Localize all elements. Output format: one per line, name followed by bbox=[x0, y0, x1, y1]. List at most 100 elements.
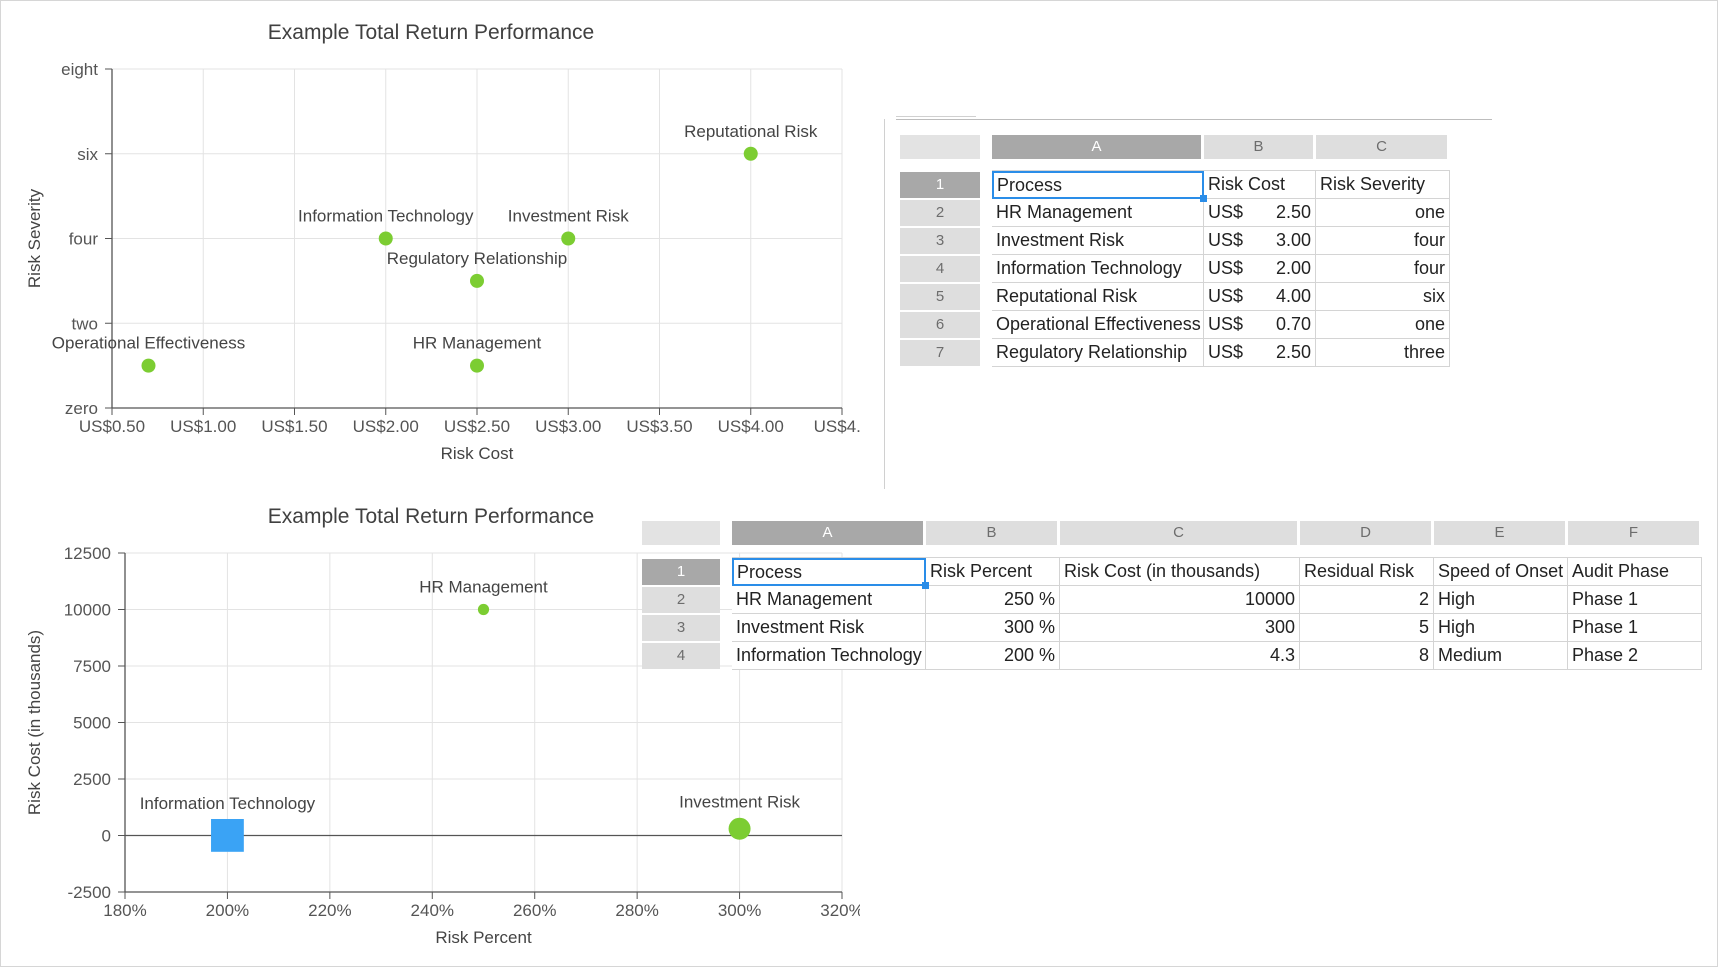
table-cell[interactable]: Speed of Onset bbox=[1434, 558, 1568, 586]
row-header[interactable]: 1 bbox=[900, 172, 980, 198]
x-tick-label: US$3.50 bbox=[626, 417, 692, 436]
table-cell[interactable]: 300 bbox=[1060, 614, 1300, 642]
table-cell-currency[interactable]: US$ 0.70 bbox=[1204, 311, 1316, 339]
x-axis-title: Risk Cost bbox=[441, 444, 514, 463]
table-cell-currency[interactable]: US$ 3.00 bbox=[1204, 227, 1316, 255]
table-cell[interactable]: Operational Effectiveness bbox=[992, 311, 1204, 339]
data-point-label: Information Technology bbox=[298, 207, 474, 226]
table-cell[interactable]: Audit Phase bbox=[1568, 558, 1702, 586]
table-cell[interactable]: Regulatory Relationship bbox=[992, 339, 1204, 367]
table-cell[interactable]: High bbox=[1434, 586, 1568, 614]
table-cell[interactable]: Investment Risk bbox=[992, 227, 1204, 255]
table-cell-currency[interactable]: US$ 4.00 bbox=[1204, 283, 1316, 311]
column-header[interactable]: C bbox=[1316, 135, 1447, 159]
table-cell[interactable]: Risk Cost bbox=[1204, 171, 1316, 199]
x-tick-label: US$0.50 bbox=[79, 417, 145, 436]
fill-handle[interactable] bbox=[1200, 195, 1207, 202]
y-tick-label: 12500 bbox=[64, 544, 111, 563]
column-header[interactable]: A bbox=[992, 135, 1201, 159]
table-cell[interactable]: Phase 2 bbox=[1568, 642, 1702, 670]
table-cell[interactable]: six bbox=[1316, 283, 1450, 311]
table-cell[interactable]: one bbox=[1316, 311, 1450, 339]
table-cell[interactable]: HR Management bbox=[992, 199, 1204, 227]
table-cell[interactable]: 5 bbox=[1300, 614, 1434, 642]
data-point-marker bbox=[477, 603, 490, 616]
data-point-marker bbox=[470, 273, 484, 288]
table-cell[interactable]: Residual Risk bbox=[1300, 558, 1434, 586]
table-cell-currency[interactable]: US$ 2.50 bbox=[1204, 199, 1316, 227]
table-cell[interactable]: one bbox=[1316, 199, 1450, 227]
table-cell[interactable]: 200 % bbox=[926, 642, 1060, 670]
row-header[interactable]: 2 bbox=[642, 587, 720, 613]
column-header[interactable]: B bbox=[926, 521, 1057, 545]
data-point-label: HR Management bbox=[419, 578, 548, 597]
currency-amount: 2.50 bbox=[1275, 202, 1311, 222]
y-tick-label: 5000 bbox=[73, 714, 111, 733]
table-cell[interactable]: HR Management bbox=[732, 586, 926, 614]
row-header[interactable]: 4 bbox=[900, 256, 980, 282]
row-header[interactable]: 4 bbox=[642, 643, 720, 669]
y-tick-label: six bbox=[77, 145, 98, 164]
table-cell[interactable]: 300 % bbox=[926, 614, 1060, 642]
column-header[interactable]: C bbox=[1060, 521, 1297, 545]
x-tick-label: US$1.00 bbox=[170, 417, 236, 436]
currency-amount: 2.50 bbox=[1275, 342, 1311, 362]
chart-risk-severity-vs-cost: Example Total Return Performance zero two f… bbox=[25, 21, 860, 463]
y-axis-title: Risk Severity bbox=[25, 188, 44, 288]
column-header[interactable]: A bbox=[732, 521, 923, 545]
table-cell[interactable]: 10000 bbox=[1060, 586, 1300, 614]
table-cell[interactable]: Phase 1 bbox=[1568, 586, 1702, 614]
table-cell[interactable]: Risk Cost (in thousands) bbox=[1060, 558, 1300, 586]
table-cell[interactable]: Investment Risk bbox=[732, 614, 926, 642]
table-cell[interactable]: Reputational Risk bbox=[992, 283, 1204, 311]
row-header[interactable]: 6 bbox=[900, 312, 980, 338]
data-point-label: Reputational Risk bbox=[684, 122, 818, 141]
data-point-label: Investment Risk bbox=[508, 207, 629, 226]
x-tick-label: 300% bbox=[718, 901, 761, 920]
data-point-label: Operational Effectiveness bbox=[52, 334, 245, 353]
table-cell[interactable]: Information Technology bbox=[992, 255, 1204, 283]
table-cell[interactable]: four bbox=[1316, 227, 1450, 255]
table-cell[interactable]: 4.3 bbox=[1060, 642, 1300, 670]
sheet-corner[interactable] bbox=[642, 521, 720, 545]
table-cell[interactable]: Process bbox=[732, 558, 926, 586]
table-cell[interactable]: Phase 1 bbox=[1568, 614, 1702, 642]
column-header[interactable]: D bbox=[1300, 521, 1431, 545]
table-cell[interactable]: Risk Severity bbox=[1316, 171, 1450, 199]
x-tick-label: 200% bbox=[206, 901, 249, 920]
table-cell[interactable]: three bbox=[1316, 339, 1450, 367]
x-tick-label: 180% bbox=[103, 901, 146, 920]
row-header[interactable]: 5 bbox=[900, 284, 980, 310]
fill-handle[interactable] bbox=[922, 582, 929, 589]
grid-border bbox=[732, 557, 1702, 558]
y-tick-label: -2500 bbox=[68, 883, 111, 902]
table-cell[interactable]: 250 % bbox=[926, 586, 1060, 614]
table-cell[interactable]: Information Technology bbox=[732, 642, 926, 670]
row-header[interactable]: 3 bbox=[900, 228, 980, 254]
table-cell[interactable]: High bbox=[1434, 614, 1568, 642]
sheet-corner[interactable] bbox=[900, 135, 980, 159]
x-tick-label: 240% bbox=[411, 901, 454, 920]
currency-symbol: US$ bbox=[1208, 230, 1244, 250]
table-cell[interactable]: 2 bbox=[1300, 586, 1434, 614]
table-cell[interactable]: Risk Percent bbox=[926, 558, 1060, 586]
data-point-label: Investment Risk bbox=[679, 793, 800, 812]
row-header[interactable]: 3 bbox=[642, 615, 720, 641]
column-header[interactable]: B bbox=[1204, 135, 1313, 159]
table-cell[interactable]: 8 bbox=[1300, 642, 1434, 670]
table-cell[interactable]: four bbox=[1316, 255, 1450, 283]
row-header[interactable]: 2 bbox=[900, 200, 980, 226]
row-header[interactable]: 1 bbox=[642, 559, 720, 585]
table-cell-currency[interactable]: US$ 2.00 bbox=[1204, 255, 1316, 283]
x-tick-label: US$4.5 bbox=[814, 417, 860, 436]
table-cell[interactable]: Medium bbox=[1434, 642, 1568, 670]
spreadsheet-table-2: A B C D E F 1 Process Risk Percent Risk Cost (in … bbox=[640, 520, 1710, 670]
table-cell-currency[interactable]: US$ 2.50 bbox=[1204, 339, 1316, 367]
currency-amount: 2.00 bbox=[1275, 258, 1311, 278]
currency-symbol: US$ bbox=[1208, 202, 1244, 222]
table-cell[interactable]: Process bbox=[992, 171, 1204, 199]
column-header[interactable]: E bbox=[1434, 521, 1565, 545]
row-header[interactable]: 7 bbox=[900, 340, 980, 366]
currency-symbol: US$ bbox=[1208, 342, 1244, 362]
column-header[interactable]: F bbox=[1568, 521, 1699, 545]
